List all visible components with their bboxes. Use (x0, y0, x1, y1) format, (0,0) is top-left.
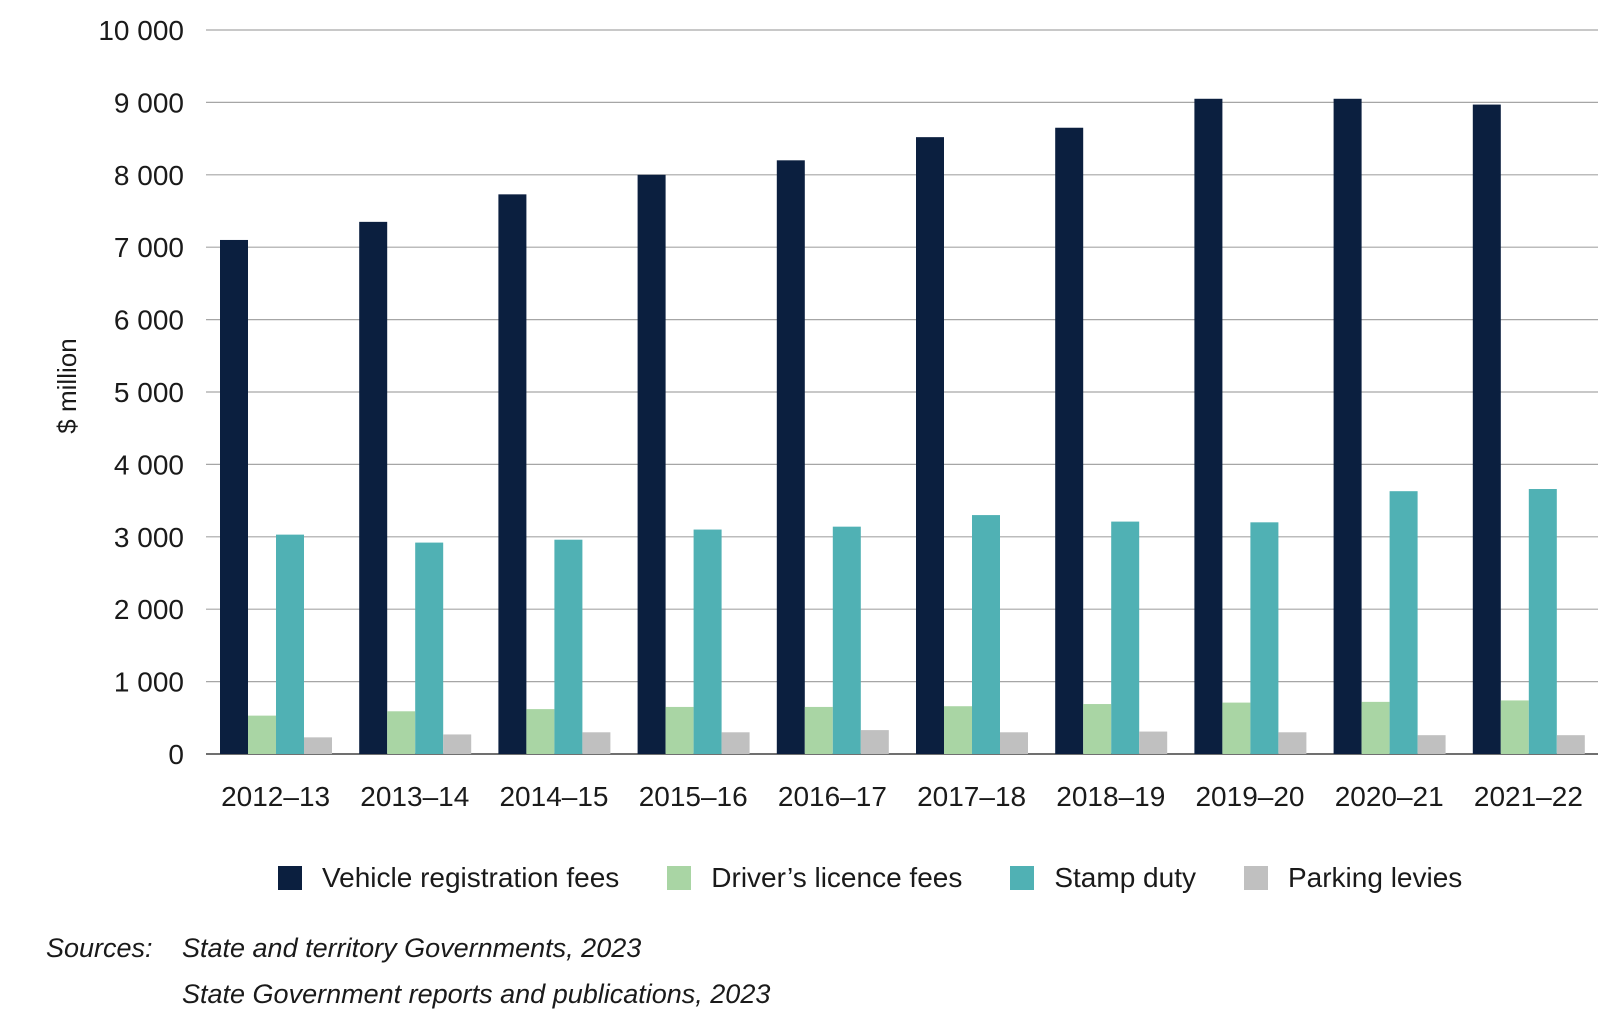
bar-parking-levies-5 (1000, 732, 1028, 754)
legend-label: Parking levies (1287, 862, 1463, 893)
source-line-1: State and territory Governments, 2023 (182, 933, 642, 963)
bar-vehicle-registration-fees-6 (1055, 127, 1084, 755)
bar-driver-s-licence-fees-4 (804, 706, 833, 754)
y-axis-title: $ million (52, 338, 82, 433)
bar-vehicle-registration-fees-1 (359, 221, 388, 755)
gridlines (206, 29, 1598, 755)
bar-parking-levies-8 (1417, 735, 1446, 754)
legend-item: Vehicle registration fees (278, 862, 619, 894)
sources-label: Sources: (46, 933, 153, 963)
y-tick-label: 9 000 (114, 87, 184, 118)
bar-driver-s-licence-fees-5 (944, 706, 972, 754)
legend-label: Driver’s licence fees (711, 862, 963, 893)
legend-swatch (667, 866, 692, 890)
y-tick-label: 6 000 (114, 305, 184, 336)
y-tick-label: 1 000 (114, 667, 184, 698)
x-tick-label: 2019–20 (1195, 781, 1304, 812)
y-tick-label: 2 000 (114, 594, 184, 625)
y-tick-label: 8 000 (114, 160, 184, 191)
bar-parking-levies-7 (1278, 732, 1307, 754)
bar-vehicle-registration-fees-4 (776, 160, 805, 754)
legend-swatch (1243, 866, 1268, 890)
x-axis-ticks: 2012–13 2013–14 2014–15 2015–16 2016–17 2017–… (221, 781, 1583, 812)
legend-label: Vehicle registration fees (322, 862, 620, 893)
source-line-2: State Government reports and publication… (182, 979, 771, 1009)
bar-driver-s-licence-fees-6 (1083, 704, 1112, 754)
x-tick-label: 2018–19 (1056, 781, 1165, 812)
bar-parking-levies-4 (860, 730, 889, 754)
bar-parking-levies-6 (1139, 731, 1168, 754)
bar-vehicle-registration-fees-8 (1333, 98, 1362, 754)
y-tick-label: 7 000 (114, 232, 184, 263)
legend-swatch (1010, 866, 1035, 890)
x-tick-label: 2014–15 (499, 781, 608, 812)
bar-stamp-duty-5 (972, 515, 1000, 754)
bar-stamp-duty-8 (1389, 491, 1418, 754)
x-tick-label: 2016–17 (778, 781, 887, 812)
bar-vehicle-registration-fees-2 (498, 194, 527, 754)
legend: Vehicle registration fees Driver’s licenc… (278, 862, 1462, 894)
bar-driver-s-licence-fees-7 (1222, 702, 1251, 754)
bar-stamp-duty-6 (1111, 521, 1140, 754)
bar-vehicle-registration-fees-5 (916, 137, 944, 755)
legend-item: Stamp duty (1010, 862, 1196, 894)
bar-vehicle-registration-fees-0 (220, 239, 248, 754)
x-tick-label: 2015–16 (639, 781, 748, 812)
legend-swatch (278, 866, 302, 890)
bar-parking-levies-3 (721, 732, 750, 754)
bar-parking-levies-9 (1556, 735, 1585, 754)
x-tick-label: 2021–22 (1474, 781, 1583, 812)
bar-vehicle-registration-fees-3 (637, 174, 666, 755)
x-tick-label: 2013–14 (360, 781, 469, 812)
bar-driver-s-licence-fees-0 (248, 715, 276, 754)
y-tick-label: 0 (168, 739, 184, 770)
y-tick-label: 3 000 (114, 522, 184, 553)
bar-parking-levies-1 (443, 734, 472, 754)
bar-driver-s-licence-fees-9 (1500, 700, 1529, 754)
bar-parking-levies-0 (304, 737, 332, 754)
bar-driver-s-licence-fees-2 (526, 709, 555, 754)
x-tick-label: 2012–13 (221, 781, 330, 812)
bar-vehicle-registration-fees-7 (1194, 98, 1223, 754)
bar-parking-levies-2 (582, 732, 611, 754)
bar-vehicle-registration-fees-9 (1472, 104, 1501, 754)
x-tick-label: 2017–18 (917, 781, 1026, 812)
legend-label: Stamp duty (1054, 862, 1196, 893)
legend-item: Driver’s licence fees (667, 862, 962, 894)
bar-driver-s-licence-fees-3 (665, 706, 694, 754)
y-tick-label: 10 000 (98, 15, 184, 46)
bar-driver-s-licence-fees-1 (387, 711, 416, 754)
bars (220, 98, 1585, 755)
bar-stamp-duty-2 (554, 539, 583, 754)
bar-stamp-duty-3 (693, 529, 722, 754)
bar-driver-s-licence-fees-8 (1361, 701, 1390, 754)
bar-stamp-duty-7 (1250, 522, 1279, 754)
y-tick-label: 4 000 (114, 449, 184, 480)
bar-stamp-duty-1 (415, 542, 444, 754)
bar-stamp-duty-4 (832, 526, 861, 754)
sources-note: Sources: State and territory Governments… (46, 925, 770, 1017)
x-tick-label: 2020–21 (1335, 781, 1444, 812)
y-tick-label: 5 000 (114, 377, 184, 408)
y-axis-ticks: 0 1 000 2 000 3 000 4 000 5 000 6 000 7 000 8 00… (98, 15, 184, 770)
legend-item: Parking levies (1243, 862, 1463, 894)
bar-stamp-duty-0 (276, 534, 304, 754)
bar-stamp-duty-9 (1528, 489, 1557, 754)
